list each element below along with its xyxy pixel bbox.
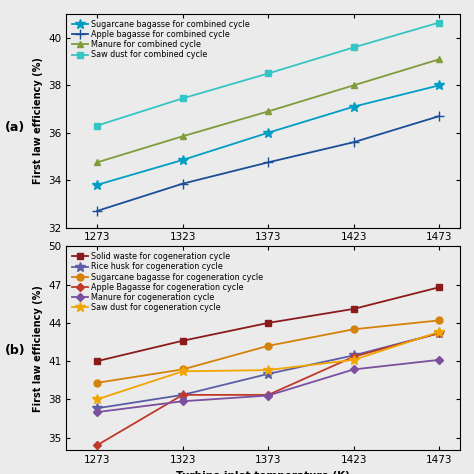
Apple bagasse for combined cycle bbox=[265, 160, 271, 165]
Solid waste for cogeneration cycle bbox=[437, 284, 442, 290]
Solid waste for cogeneration cycle bbox=[265, 320, 271, 326]
Manure for cogeneration cycle bbox=[94, 409, 100, 415]
Manure for cogeneration cycle bbox=[180, 399, 185, 404]
X-axis label: Turbine inlet temperature (K): Turbine inlet temperature (K) bbox=[176, 471, 350, 474]
Line: Saw dust for cogeneration cycle: Saw dust for cogeneration cycle bbox=[92, 327, 444, 404]
Line: Saw dust for combined cycle: Saw dust for combined cycle bbox=[94, 19, 443, 129]
Saw dust for combined cycle bbox=[437, 20, 442, 26]
Apple Bagasse for cogeneration cycle bbox=[265, 392, 271, 398]
Sugarcane bagasse for cogeneration cycle bbox=[265, 343, 271, 349]
Rice husk for cogeneration cycle bbox=[94, 405, 100, 411]
Manure for combined cycle bbox=[94, 160, 100, 165]
Text: (b): (b) bbox=[5, 344, 26, 357]
Saw dust for cogeneration cycle bbox=[180, 368, 185, 374]
Saw dust for combined cycle bbox=[265, 71, 271, 76]
Solid waste for cogeneration cycle bbox=[94, 358, 100, 364]
Manure for cogeneration cycle bbox=[351, 366, 356, 372]
Sugarcane bagasse for combined cycle bbox=[94, 182, 100, 188]
Sugarcane bagasse for cogeneration cycle bbox=[180, 366, 185, 372]
Sugarcane bagasse for cogeneration cycle bbox=[437, 318, 442, 323]
Rice husk for cogeneration cycle bbox=[437, 330, 442, 336]
Apple bagasse for combined cycle bbox=[94, 208, 100, 214]
Apple Bagasse for cogeneration cycle bbox=[94, 442, 100, 448]
Saw dust for cogeneration cycle bbox=[437, 329, 442, 335]
Sugarcane bagasse for cogeneration cycle bbox=[94, 380, 100, 386]
Rice husk for cogeneration cycle bbox=[180, 392, 185, 398]
Line: Apple Bagasse for cogeneration cycle: Apple Bagasse for cogeneration cycle bbox=[94, 330, 442, 448]
Line: Sugarcane bagasse for combined cycle: Sugarcane bagasse for combined cycle bbox=[92, 81, 444, 190]
Line: Sugarcane bagasse for cogeneration cycle: Sugarcane bagasse for cogeneration cycle bbox=[94, 317, 443, 386]
Apple bagasse for combined cycle bbox=[180, 181, 185, 186]
Text: (a): (a) bbox=[5, 121, 25, 135]
Manure for combined cycle bbox=[265, 109, 271, 114]
Line: Apple bagasse for combined cycle: Apple bagasse for combined cycle bbox=[92, 111, 444, 216]
Saw dust for combined cycle bbox=[94, 123, 100, 128]
Saw dust for cogeneration cycle bbox=[265, 367, 271, 373]
Sugarcane bagasse for combined cycle bbox=[265, 130, 271, 136]
Line: Manure for combined cycle: Manure for combined cycle bbox=[94, 56, 443, 166]
Legend: Sugarcane bagasse for combined cycle, Apple bagasse for combined cycle, Manure f: Sugarcane bagasse for combined cycle, Ap… bbox=[70, 18, 252, 61]
Manure for cogeneration cycle bbox=[265, 392, 271, 398]
Line: Solid waste for cogeneration cycle: Solid waste for cogeneration cycle bbox=[94, 284, 443, 365]
Line: Manure for cogeneration cycle: Manure for cogeneration cycle bbox=[94, 357, 442, 415]
Line: Rice husk for cogeneration cycle: Rice husk for cogeneration cycle bbox=[92, 328, 444, 413]
Y-axis label: First law efficiency (%): First law efficiency (%) bbox=[33, 285, 43, 412]
Rice husk for cogeneration cycle bbox=[265, 371, 271, 377]
Apple bagasse for combined cycle bbox=[351, 139, 356, 145]
Saw dust for cogeneration cycle bbox=[351, 357, 356, 363]
Sugarcane bagasse for combined cycle bbox=[351, 104, 356, 109]
Rice husk for cogeneration cycle bbox=[351, 353, 356, 358]
X-axis label: Turbine inlet temperature (K): Turbine inlet temperature (K) bbox=[176, 248, 350, 258]
Y-axis label: First law efficiency (%): First law efficiency (%) bbox=[33, 57, 43, 184]
Apple bagasse for combined cycle bbox=[437, 113, 442, 119]
Apple Bagasse for cogeneration cycle bbox=[437, 330, 442, 336]
Saw dust for combined cycle bbox=[351, 45, 356, 50]
Apple Bagasse for cogeneration cycle bbox=[180, 392, 185, 398]
Solid waste for cogeneration cycle bbox=[180, 338, 185, 344]
Sugarcane bagasse for combined cycle bbox=[437, 82, 442, 88]
Saw dust for cogeneration cycle bbox=[94, 396, 100, 402]
Manure for cogeneration cycle bbox=[437, 357, 442, 363]
Manure for combined cycle bbox=[351, 82, 356, 88]
Apple Bagasse for cogeneration cycle bbox=[351, 354, 356, 359]
Saw dust for combined cycle bbox=[180, 95, 185, 101]
Sugarcane bagasse for cogeneration cycle bbox=[351, 327, 356, 332]
Legend: Solid waste for cogeneration cycle, Rice husk for cogeneration cycle, Sugarcane : Solid waste for cogeneration cycle, Rice… bbox=[70, 250, 265, 314]
Manure for combined cycle bbox=[437, 56, 442, 62]
Sugarcane bagasse for combined cycle bbox=[180, 157, 185, 163]
Solid waste for cogeneration cycle bbox=[351, 306, 356, 312]
Manure for combined cycle bbox=[180, 134, 185, 139]
